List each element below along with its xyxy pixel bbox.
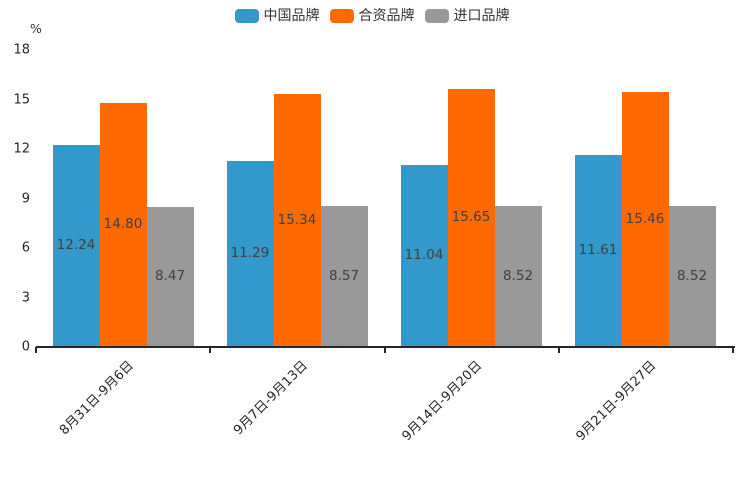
legend-item-label: 中国品牌 bbox=[263, 8, 320, 24]
bar-value-label: 8.47 bbox=[154, 268, 186, 285]
legend: 中国品牌 合资品牌 进口品牌 bbox=[0, 9, 744, 23]
y-tick-label: 0 bbox=[21, 339, 30, 355]
legend-swatch-icon bbox=[329, 9, 354, 23]
bar-value-label: 11.61 bbox=[578, 242, 618, 259]
bar-value-label: 12.24 bbox=[56, 237, 96, 254]
bar-进口品牌-0[interactable]: 8.47 bbox=[146, 207, 194, 347]
bar-中国品牌-3[interactable]: 11.61 bbox=[574, 155, 622, 347]
bar-value-label: 15.46 bbox=[625, 210, 665, 227]
bar-中国品牌-0[interactable]: 12.24 bbox=[52, 145, 100, 347]
y-tick-label: 18 bbox=[13, 42, 30, 58]
x-axis-line bbox=[36, 346, 735, 348]
bar-value-label: 15.65 bbox=[451, 209, 491, 226]
bar-进口品牌-3[interactable]: 8.52 bbox=[668, 206, 716, 347]
x-tick-mark bbox=[732, 347, 734, 353]
x-category-label: 9月7日-9月13日 bbox=[230, 358, 311, 439]
y-tick-label: 15 bbox=[13, 92, 30, 107]
x-tick-mark bbox=[35, 347, 37, 353]
legend-item-2[interactable]: 进口品牌 bbox=[424, 8, 510, 24]
bar-中国品牌-1[interactable]: 11.29 bbox=[226, 160, 274, 347]
x-tick-mark bbox=[557, 347, 560, 353]
bar-value-label: 8.57 bbox=[328, 267, 360, 284]
y-tick-label: 6 bbox=[21, 240, 30, 256]
bar-value-label: 15.34 bbox=[277, 211, 317, 228]
bar-value-label: 8.52 bbox=[502, 267, 534, 284]
bar-进口品牌-1[interactable]: 8.57 bbox=[320, 205, 368, 347]
bar-合资品牌-0[interactable]: 14.80 bbox=[99, 102, 147, 347]
y-tick-label: 12 bbox=[13, 141, 30, 157]
y-tick-label: 9 bbox=[21, 191, 30, 206]
bar-进口品牌-2[interactable]: 8.52 bbox=[494, 206, 542, 347]
bar-value-label: 11.04 bbox=[404, 247, 444, 264]
bar-value-label: 11.29 bbox=[230, 245, 270, 262]
legend-item-label: 进口品牌 bbox=[453, 8, 510, 24]
legend-item-label: 合资品牌 bbox=[358, 8, 415, 24]
legend-swatch-icon bbox=[424, 9, 449, 23]
bar-合资品牌-3[interactable]: 15.46 bbox=[621, 91, 669, 347]
bar-value-label: 8.52 bbox=[676, 267, 708, 284]
bar-合资品牌-1[interactable]: 15.34 bbox=[273, 93, 321, 347]
legend-item-1[interactable]: 合资品牌 bbox=[329, 8, 415, 24]
bar-合资品牌-2[interactable]: 15.65 bbox=[447, 88, 495, 347]
x-tick-mark bbox=[209, 347, 212, 353]
legend-swatch-icon bbox=[234, 9, 259, 23]
x-category-label: 9月21日-9月27日 bbox=[573, 358, 659, 445]
y-axis-unit-label: % bbox=[30, 21, 42, 36]
x-category-label: 8月31日-9月6日 bbox=[56, 358, 137, 439]
bar-value-label: 14.80 bbox=[103, 216, 143, 233]
bar-中国品牌-2[interactable]: 11.04 bbox=[400, 164, 448, 347]
x-tick-mark bbox=[383, 347, 386, 353]
y-tick-label: 3 bbox=[21, 290, 30, 305]
legend-item-0[interactable]: 中国品牌 bbox=[234, 8, 320, 24]
x-category-label: 9月14日-9月20日 bbox=[399, 358, 485, 445]
